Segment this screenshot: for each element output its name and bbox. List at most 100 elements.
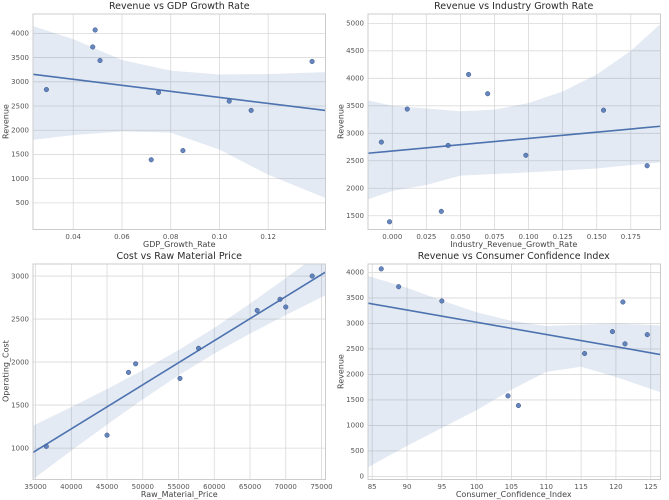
data-point xyxy=(43,86,49,93)
y-tick-label: 2000 xyxy=(346,371,364,379)
chart-title: Revenue vs Consumer Confidence Index xyxy=(417,251,610,262)
y-tick-label: 4500 xyxy=(346,47,364,55)
chart-title: Cost vs Raw Material Price xyxy=(116,251,243,262)
y-tick-label: 2000 xyxy=(346,185,364,193)
x-tick-label: 0.12 xyxy=(260,233,276,241)
y-tick-label: 1500 xyxy=(346,212,364,220)
data-point xyxy=(378,266,384,272)
data-point xyxy=(248,107,254,113)
y-tick-label: 500 xyxy=(350,447,363,455)
data-point xyxy=(644,332,650,338)
y-tick-label: 3500 xyxy=(11,54,29,62)
chart-revenue-vs-gdp-growth-rate: Revenue vs GDP Growth Rate Revenue 0.04 0… xyxy=(0,0,335,250)
y-tick-label: 2500 xyxy=(346,157,364,165)
x-tick-label: 0.025 xyxy=(416,233,436,241)
data-point xyxy=(177,375,183,381)
y-tick-label: 2000 xyxy=(11,358,29,366)
y-tick-label: 0 xyxy=(359,473,363,481)
chart-title: Revenue vs GDP Growth Rate xyxy=(108,1,250,12)
data-point xyxy=(378,139,384,145)
data-point xyxy=(97,57,103,64)
data-point xyxy=(386,219,392,225)
x-tick-label: 40000 xyxy=(60,483,82,491)
data-point xyxy=(644,163,650,169)
x-tick-label: 0.150 xyxy=(586,233,606,241)
y-tick-label: 1000 xyxy=(11,175,29,183)
x-tick-label: 0.06 xyxy=(114,233,130,241)
x-tick-label: 85 xyxy=(367,483,376,491)
y-tick-label: 1000 xyxy=(11,444,29,452)
x-tick-label: 90 xyxy=(402,483,411,491)
data-point xyxy=(180,148,186,154)
data-point xyxy=(90,44,96,50)
confidence-band xyxy=(367,23,660,200)
x-tick-label: 55000 xyxy=(167,483,189,491)
x-tick-label: 0.100 xyxy=(518,233,538,241)
chart-revenue-vs-consumer-confidence-index: Revenue vs Consumer Confidence Index Rev… xyxy=(335,250,669,500)
y-tick-label: 2500 xyxy=(11,315,29,323)
y-tick-label: 3000 xyxy=(11,78,29,86)
data-point xyxy=(133,361,139,367)
x-tick-label: 0.08 xyxy=(163,233,179,241)
x-tick-label: 110 xyxy=(539,483,552,491)
confidence-band xyxy=(33,26,326,199)
regression-line xyxy=(367,302,660,356)
data-point xyxy=(484,91,490,97)
y-tick-label: 4000 xyxy=(346,269,364,277)
y-tick-label: 3000 xyxy=(11,272,29,280)
x-tick-label: 100 xyxy=(469,483,482,491)
data-point xyxy=(504,393,511,399)
data-point xyxy=(92,27,98,33)
data-point xyxy=(619,299,625,305)
data-point xyxy=(43,443,49,449)
x-tick-label: 95 xyxy=(437,483,446,491)
y-tick-label: 2500 xyxy=(11,102,29,110)
data-point xyxy=(226,98,232,104)
data-point xyxy=(522,152,528,158)
x-tick-label: 105 xyxy=(504,483,517,491)
y-tick-label: 1500 xyxy=(346,396,364,404)
x-tick-label: 0.075 xyxy=(484,233,504,241)
data-point xyxy=(438,208,444,214)
y-tick-label: 1000 xyxy=(346,422,364,430)
data-point xyxy=(445,142,451,148)
data-point xyxy=(125,369,132,375)
data-point xyxy=(600,107,606,113)
data-point xyxy=(155,89,162,96)
axes-frame xyxy=(32,263,326,480)
data-point xyxy=(438,298,444,304)
x-tick-label: 115 xyxy=(574,483,587,491)
y-tick-label: 4000 xyxy=(346,75,364,83)
axes-frame xyxy=(367,263,661,480)
plot-area: 0.000 0.025 0.050 0.075 0.100 0.125 0.150 0.175… xyxy=(346,13,661,241)
x-tick-label: 0.175 xyxy=(620,233,640,241)
y-tick-label: 2000 xyxy=(11,127,29,135)
plot-area: 35000 40000 45000 50000 55000 60000 65000 70000… xyxy=(11,263,333,491)
data-point xyxy=(395,284,401,290)
plot-area: 0.04 0.06 0.08 0.10 0.12 500 1000 1500 2000 2500 3… xyxy=(11,13,326,241)
data-point xyxy=(621,341,628,347)
y-tick-label: 500 xyxy=(16,199,29,207)
x-tick-label: 0.125 xyxy=(552,233,572,241)
x-tick-label: 120 xyxy=(609,483,622,491)
data-point xyxy=(277,296,283,302)
axes-frame xyxy=(32,13,326,230)
x-axis-label: Industry_Revenue_Growth_Rate xyxy=(450,240,578,249)
x-tick-label: 70000 xyxy=(275,483,297,491)
data-point xyxy=(309,58,315,65)
confidence-band xyxy=(33,264,326,480)
regression-line xyxy=(33,271,326,454)
chart-revenue-vs-industry-growth-rate: Revenue vs Industry Growth Rate Revenue … xyxy=(335,0,669,250)
data-point xyxy=(465,71,471,78)
data-point xyxy=(309,273,315,279)
x-axis-label: Raw_Material_Price xyxy=(140,490,218,499)
x-axis-label: Consumer_Confidence_Index xyxy=(455,490,572,499)
plot-artists xyxy=(33,26,326,199)
data-point xyxy=(609,329,615,335)
data-point xyxy=(195,345,202,351)
y-tick-label: 1500 xyxy=(11,151,29,159)
data-point xyxy=(283,304,289,310)
x-tick-label: 125 xyxy=(644,483,657,491)
x-tick-label: 0.050 xyxy=(450,233,470,241)
